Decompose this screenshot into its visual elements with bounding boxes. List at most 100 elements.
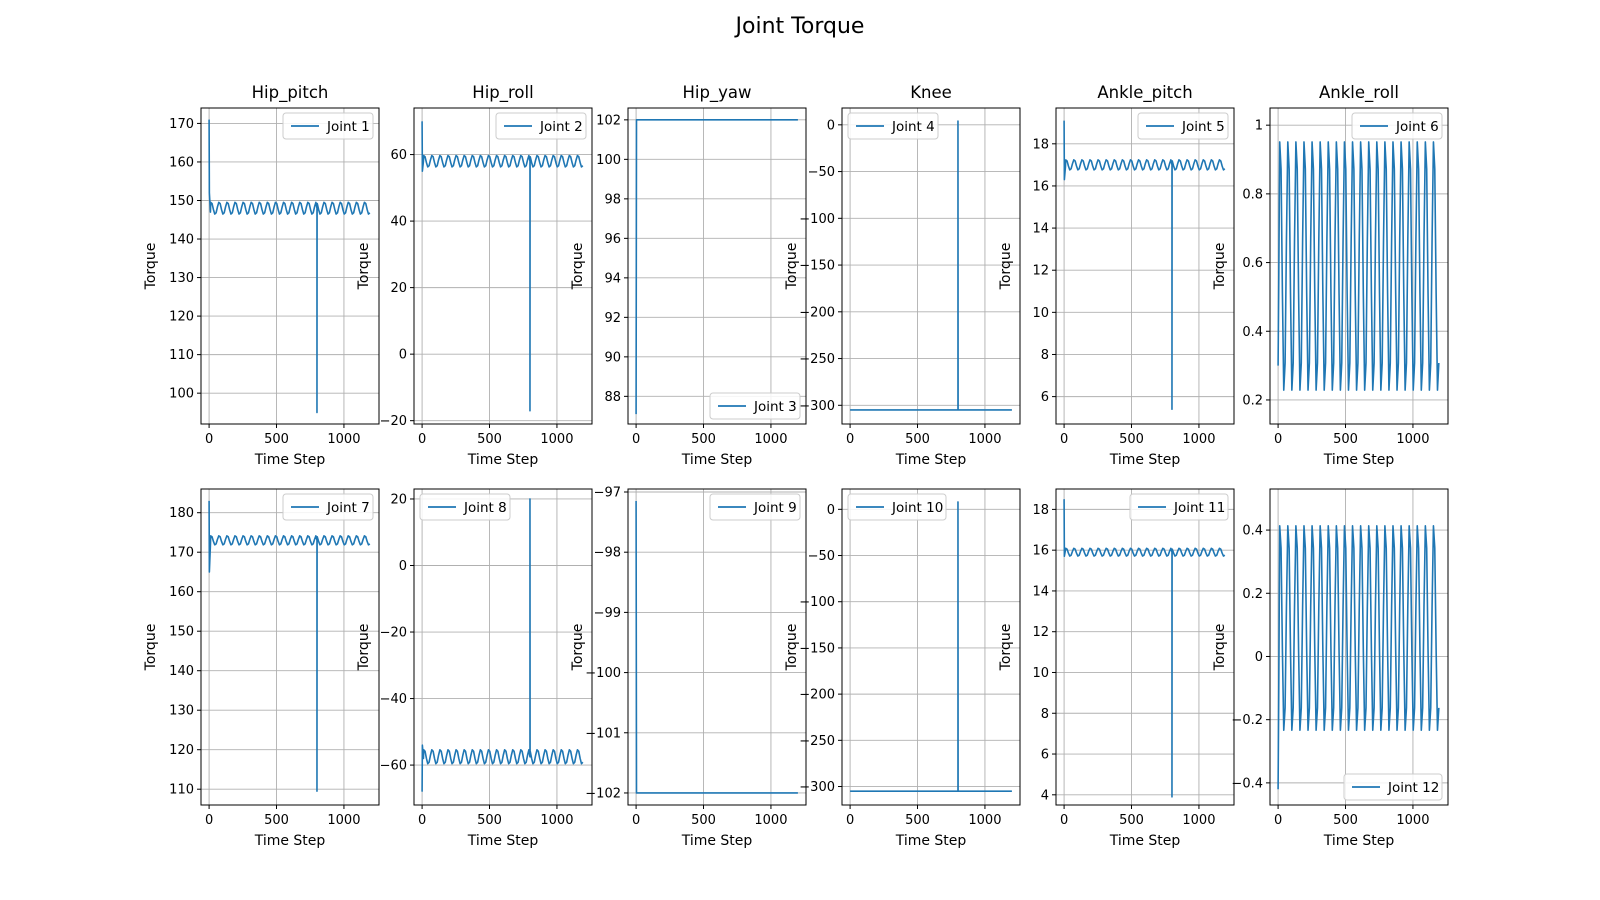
x-tick-label: 1000 bbox=[327, 813, 360, 828]
y-tick-label: 18 bbox=[1032, 137, 1049, 152]
y-tick-label: −0.4 bbox=[1231, 776, 1263, 791]
legend-box bbox=[282, 493, 374, 521]
y-axis-label: Torque bbox=[356, 624, 372, 672]
y-tick-label: 0.6 bbox=[1242, 256, 1263, 271]
y-tick-label: 16 bbox=[1032, 544, 1049, 559]
legend-box bbox=[709, 493, 801, 521]
plot-frame bbox=[200, 488, 380, 806]
y-tick-label: 18 bbox=[1032, 503, 1049, 518]
y-tick-label: 170 bbox=[169, 117, 194, 132]
series-line-joint-4 bbox=[850, 120, 1012, 411]
x-tick-label: 0 bbox=[632, 432, 640, 447]
y-tick-label: −300 bbox=[799, 780, 835, 795]
y-tick-label: 0.4 bbox=[1242, 524, 1263, 539]
y-tick-label: 0.2 bbox=[1242, 587, 1263, 602]
y-tick-label: 60 bbox=[390, 148, 407, 163]
x-axis-label: Time Step bbox=[895, 452, 967, 468]
y-tick-label: −50 bbox=[808, 165, 835, 180]
legend-label: Joint 8 bbox=[463, 500, 507, 516]
y-tick-label: 140 bbox=[169, 233, 194, 248]
plot-frame bbox=[1269, 107, 1449, 425]
plot-frame bbox=[413, 488, 593, 806]
subplot-10: 0 500 1000 0 −50 −100 −150 −200 −250 −300 Time Ste… bbox=[784, 488, 1021, 849]
legend-label: Joint 2 bbox=[539, 119, 583, 135]
y-axis-label: Torque bbox=[143, 243, 159, 291]
y-axis-label: Torque bbox=[1212, 243, 1228, 291]
x-tick-label: 500 bbox=[691, 432, 716, 447]
x-tick-label: 0 bbox=[1060, 813, 1068, 828]
series-line-joint-7 bbox=[208, 500, 371, 792]
x-tick-label: 500 bbox=[905, 432, 930, 447]
x-axis-label: Time Step bbox=[1109, 833, 1181, 849]
legend: Joint 7 bbox=[282, 493, 374, 521]
x-tick-label: 500 bbox=[1333, 432, 1358, 447]
x-tick-label: 1000 bbox=[1396, 432, 1429, 447]
subplot-9: 0 500 1000 −97 −98 −99 −100 −101 −102 Time Step To… bbox=[570, 486, 807, 849]
legend-box bbox=[709, 392, 801, 420]
y-tick-label: −40 bbox=[380, 692, 407, 707]
legend: Joint 9 bbox=[709, 493, 801, 521]
x-tick-label: 1000 bbox=[1182, 432, 1215, 447]
y-tick-label: 92 bbox=[604, 311, 621, 326]
y-tick-label: 12 bbox=[1032, 625, 1049, 640]
legend: Joint 10 bbox=[847, 493, 947, 521]
x-tick-label: 1000 bbox=[754, 432, 787, 447]
y-tick-label: 6 bbox=[1041, 390, 1049, 405]
legend-box bbox=[1137, 112, 1229, 140]
y-tick-label: −150 bbox=[799, 259, 835, 274]
x-tick-label: 0 bbox=[418, 432, 426, 447]
plot-frame bbox=[841, 107, 1021, 425]
x-tick-label: 0 bbox=[418, 813, 426, 828]
legend-box bbox=[847, 493, 947, 521]
y-tick-label: −250 bbox=[799, 734, 835, 749]
plot-frame bbox=[1269, 488, 1449, 806]
legend: Joint 11 bbox=[1129, 493, 1229, 521]
subplot-title: Knee bbox=[910, 83, 952, 102]
plot-frame bbox=[200, 107, 380, 425]
legend-box bbox=[847, 112, 939, 140]
subplot-4: 0 500 1000 0 −50 −100 −150 −200 −250 −300 Knee Time… bbox=[784, 83, 1021, 468]
subplot-grid: 0 500 1000100110120130140150160170Hip_pitc… bbox=[143, 83, 1449, 849]
y-tick-label: 6 bbox=[1041, 748, 1049, 763]
x-tick-label: 0 bbox=[205, 813, 213, 828]
x-tick-label: 0 bbox=[1060, 432, 1068, 447]
x-tick-label: 0 bbox=[632, 813, 640, 828]
y-axis-label: Torque bbox=[998, 624, 1014, 672]
y-tick-label: 12 bbox=[1032, 264, 1049, 279]
y-tick-label: −300 bbox=[799, 399, 835, 414]
x-tick-label: 500 bbox=[1333, 813, 1358, 828]
plot-frame bbox=[841, 488, 1021, 806]
legend-box bbox=[419, 493, 511, 521]
subplot-2: 0 500 1000 −20 0 20 40 60 Hip_roll Time Step Torqu… bbox=[356, 83, 593, 468]
legend-label: Joint 7 bbox=[326, 500, 370, 516]
y-tick-label: 160 bbox=[169, 155, 194, 170]
series-line-joint-12 bbox=[1277, 525, 1440, 790]
x-tick-label: 1000 bbox=[540, 813, 573, 828]
subplot-title: Ankle_pitch bbox=[1097, 83, 1192, 103]
subplot-6: 0 500 1000 0.2 0.4 0.6 0.8 1 Ankle_roll Time Step… bbox=[1212, 83, 1449, 468]
x-axis-label: Time Step bbox=[254, 833, 326, 849]
x-tick-label: 500 bbox=[477, 813, 502, 828]
x-tick-label: 1000 bbox=[1396, 813, 1429, 828]
y-axis-label: Torque bbox=[570, 243, 586, 291]
y-tick-label: 120 bbox=[169, 310, 194, 325]
y-tick-label: −150 bbox=[799, 641, 835, 656]
series-line-joint-9 bbox=[635, 501, 798, 794]
y-tick-label: 88 bbox=[604, 390, 621, 405]
y-tick-label: −0.2 bbox=[1231, 713, 1263, 728]
y-tick-label: 120 bbox=[169, 743, 194, 758]
y-tick-label: 160 bbox=[169, 585, 194, 600]
y-tick-label: 20 bbox=[390, 492, 407, 507]
series-line-joint-10 bbox=[850, 501, 1012, 792]
x-tick-label: 1000 bbox=[754, 813, 787, 828]
x-tick-label: 1000 bbox=[968, 813, 1001, 828]
y-tick-label: 8 bbox=[1041, 348, 1049, 363]
legend-label: Joint 1 bbox=[326, 119, 370, 135]
y-tick-label: 0 bbox=[399, 559, 407, 574]
subplot-12: 0 500 1000 −0.4 −0.2 0 0.2 0.4 Time Step Torque Jo… bbox=[1212, 488, 1449, 849]
x-tick-label: 1000 bbox=[1182, 813, 1215, 828]
y-tick-label: 0 bbox=[399, 348, 407, 363]
legend-label: Joint 11 bbox=[1173, 500, 1225, 516]
x-axis-label: Time Step bbox=[1109, 452, 1181, 468]
legend: Joint 5 bbox=[1137, 112, 1229, 140]
